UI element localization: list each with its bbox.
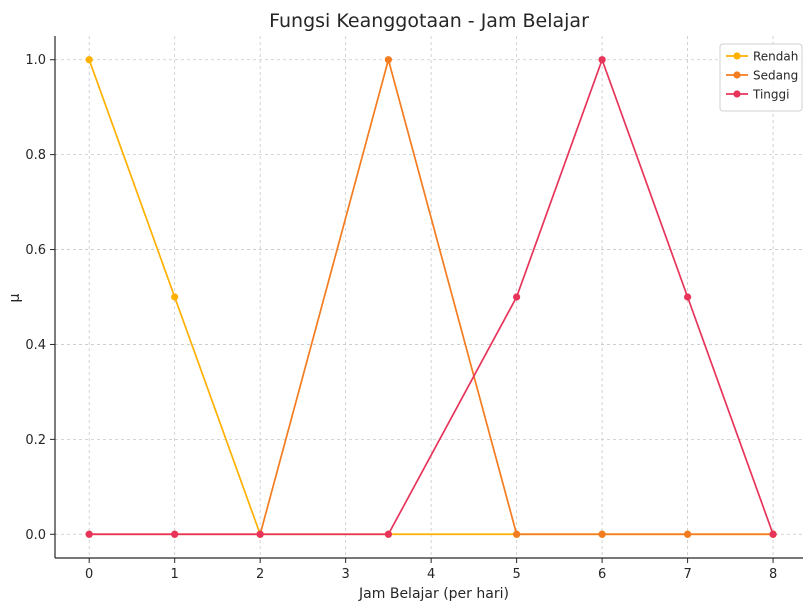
legend-item: Tinggi [726,88,789,102]
data-point [171,530,179,538]
y-tick-label: 0.2 [25,433,46,448]
y-tick-label: 0.8 [25,148,46,163]
data-point [769,530,777,538]
legend-marker [733,90,741,98]
legend-label: Tinggi [752,88,789,102]
x-axis-label: Jam Belajar (per hari) [358,586,509,602]
y-tick-label: 1.0 [25,53,46,68]
x-tick-label: 6 [598,567,606,582]
data-point [85,56,93,64]
data-point [683,293,692,301]
data-point [384,56,392,64]
series-line [89,58,774,536]
x-tick-label: 4 [427,567,435,582]
data-point [85,530,93,538]
data-point [513,530,521,538]
chart-title: Fungsi Keanggotaan - Jam Belajar [269,10,589,32]
legend-item: Sedang [726,69,798,83]
x-tick-label: 8 [769,567,777,582]
data-point [513,293,521,301]
plot-area [85,56,777,538]
legend: Rendah Sedang Tinggi [719,43,803,112]
y-axis-label: μ [7,293,23,302]
data-point [256,530,264,538]
axes: 0 1 2 3 4 5 6 7 8 0.0 0.2 0.4 0.6 0.8 1.0 [25,36,803,582]
data-point [171,293,179,301]
y-tick-label: 0.6 [25,243,46,258]
legend-marker [733,71,741,79]
x-tick-label: 3 [342,567,350,582]
legend-item: Rendah [726,50,798,64]
x-tick-label: 2 [256,567,264,582]
x-tick-label: 0 [85,567,93,582]
series-tinggi [85,56,777,538]
legend-label: Sedang [753,69,798,83]
x-tick-label: 5 [512,567,520,582]
data-point [598,530,606,538]
legend-marker [733,52,741,60]
x-tick-label: 7 [683,567,691,582]
data-point [598,56,606,64]
y-tick-label: 0.0 [25,528,46,543]
x-tick-label: 1 [171,567,179,582]
y-tick-label: 0.4 [25,338,46,353]
data-point [384,530,392,538]
data-point [683,530,692,538]
legend-label: Rendah [753,50,798,64]
